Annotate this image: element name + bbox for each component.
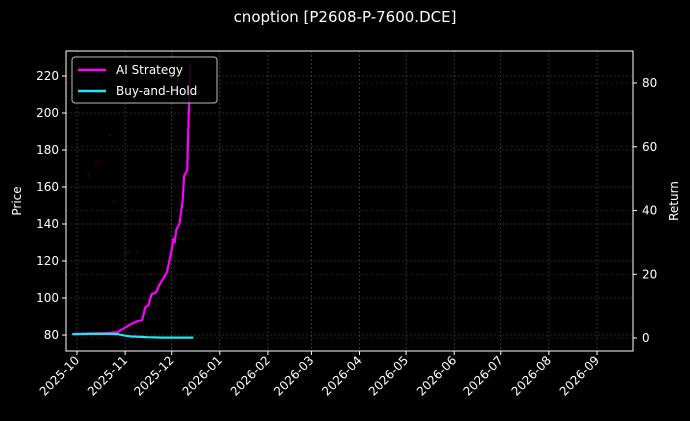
x-tick-label: 2026-08 <box>509 353 554 398</box>
y-tick-label-left: 120 <box>36 254 59 268</box>
y-tick-label-right: 0 <box>642 331 650 345</box>
x-tick-label: 2026-03 <box>271 353 316 398</box>
y-tick-label-left: 160 <box>36 180 59 194</box>
left-y-axis: 80 100 120 140 160 180 200 220 <box>36 69 66 342</box>
y-tick-label-left: 80 <box>44 328 59 342</box>
chart-title: cnoption [P2608-P-7600.DCE] <box>233 8 457 26</box>
y-tick-label-right: 40 <box>642 204 657 218</box>
legend-label-ai-strategy: AI Strategy <box>116 63 183 77</box>
x-axis: 2025-10 2025-11 2025-12 2026-01 2026-022026-… <box>37 351 602 399</box>
axes-frame <box>65 50 634 352</box>
y-tick-label-left: 100 <box>36 291 59 305</box>
x-tick-label: 2025-11 <box>85 353 130 398</box>
x-tick-label: 2025-10 <box>37 353 82 398</box>
y-tick-label-left: 200 <box>36 106 59 120</box>
y-tick-label-right: 20 <box>642 267 657 281</box>
y-axis-label-right: Return <box>667 181 681 221</box>
legend: AI Strategy Buy-and-Hold <box>71 56 218 104</box>
series-ai-strategy <box>72 64 192 335</box>
x-tick-label: 2026-06 <box>414 353 459 398</box>
x-tick-label: 2026-09 <box>557 353 602 398</box>
x-tick-label: 2026-02 <box>228 353 273 398</box>
series-buy-and-hold <box>72 332 194 339</box>
x-tick-label: 2026-04 <box>319 353 364 398</box>
y-axis-label-left: Price <box>10 186 24 215</box>
right-y-axis: 0 20 40 60 80 <box>633 76 657 345</box>
y-tick-label-right: 80 <box>642 76 657 90</box>
x-tick-label: 2025-12 <box>131 353 176 398</box>
trade-markers <box>76 134 195 307</box>
y-tick-label-left: 180 <box>36 143 59 157</box>
grid-lines <box>66 51 633 351</box>
y-tick-label-left: 140 <box>36 217 59 231</box>
series-lines <box>72 64 194 339</box>
x-tick-label: 2026-05 <box>366 353 411 398</box>
legend-label-buy-and-hold: Buy-and-Hold <box>116 84 197 98</box>
y-tick-label-left: 220 <box>36 69 59 83</box>
y-tick-label-right: 60 <box>642 140 657 154</box>
x-tick-label: 2026-07 <box>461 353 506 398</box>
x-tick-label: 2026-01 <box>180 353 225 398</box>
legend-box <box>71 56 218 104</box>
